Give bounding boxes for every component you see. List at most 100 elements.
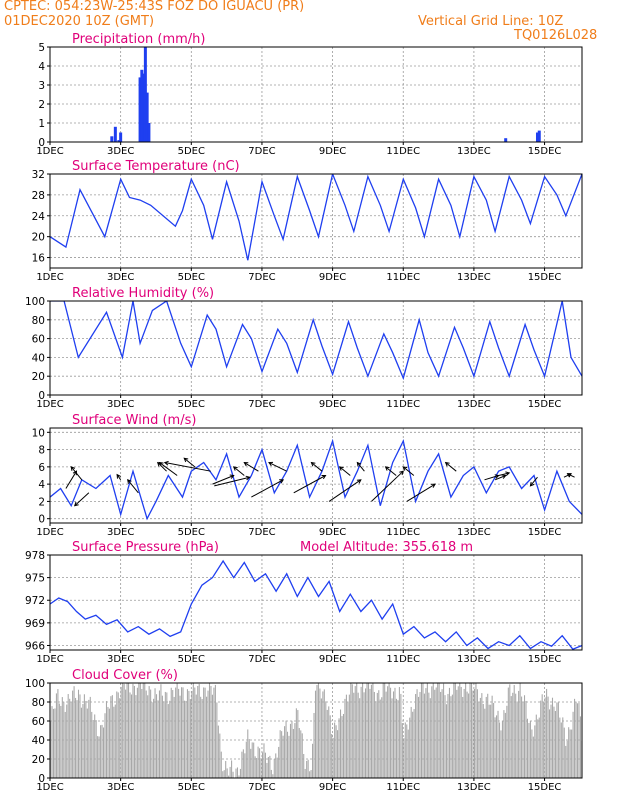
cloud-bar: [434, 689, 436, 778]
y-tick-label: 100: [25, 678, 45, 690]
cloud-bar: [403, 738, 405, 778]
cloud-bar: [111, 695, 113, 778]
cloud-bar: [420, 683, 423, 778]
cloud-bar: [67, 694, 69, 778]
x-tick-label: 5DEC: [178, 782, 205, 793]
x-tick-label: 7DEC: [248, 272, 275, 283]
y-tick-label: 40: [32, 352, 45, 364]
cloud-bar: [429, 698, 431, 778]
cloud-bar: [470, 683, 473, 778]
cloud-bar: [216, 702, 218, 778]
cloud-bar: [70, 702, 72, 778]
y-tick-label: 100: [25, 296, 45, 308]
cloud-bar: [197, 686, 199, 778]
x-tick-label: 11DEC: [386, 654, 420, 665]
cloud-bar: [557, 702, 559, 778]
cloud-bar: [519, 683, 521, 778]
cloud-bar: [178, 688, 180, 778]
cloud-bar: [132, 683, 134, 778]
panel-1: 16 20 24 28 32 1DEC 3DEC 5DEC 7DEC 9DEC 11DEC 13DEC…: [32, 159, 583, 283]
cloud-bar: [549, 709, 551, 778]
x-tick-label: 5DEC: [178, 654, 205, 665]
y-tick-label: 60: [32, 716, 45, 728]
panel-title: Surface Temperature (nC): [72, 159, 240, 174]
cloud-bar: [348, 694, 350, 778]
cloud-bar: [117, 692, 119, 778]
precip-bar: [142, 73, 146, 142]
cloud-bar: [515, 693, 517, 778]
cloud-bar: [122, 683, 124, 778]
cloud-bar: [288, 735, 290, 778]
y-tick-label: 40: [32, 735, 45, 747]
cloud-bar: [183, 700, 186, 778]
cloud-bar: [108, 708, 110, 778]
cloud-bar: [306, 760, 308, 778]
wind-arrowhead: [268, 461, 274, 467]
cloud-bar: [164, 691, 166, 778]
cloud-bar: [169, 700, 171, 778]
cloud-bar: [518, 690, 520, 778]
cloud-bar: [512, 692, 514, 778]
cloud-bar: [398, 687, 400, 778]
cloud-bar: [229, 766, 231, 778]
cloud-bar: [254, 756, 256, 778]
x-tick-label: 5DEC: [178, 399, 205, 410]
cloud-bar: [238, 775, 240, 778]
cloud-bar: [133, 685, 135, 778]
cloud-bar: [207, 690, 209, 778]
cloud-bar: [488, 704, 490, 778]
cloud-bar: [148, 686, 150, 778]
cloud-bar: [454, 683, 456, 778]
cloud-bar: [284, 726, 286, 778]
cloud-bar: [120, 686, 122, 778]
cloud-bar: [113, 706, 115, 778]
cloud-bar: [310, 770, 312, 778]
cloud-bar: [440, 691, 442, 778]
cloud-bar: [203, 687, 205, 778]
cloud-bar: [263, 743, 265, 778]
x-tick-label: 3DEC: [107, 527, 134, 538]
cloud-bar: [407, 729, 409, 778]
cloud-bar: [376, 692, 378, 778]
cloud-bar: [295, 708, 297, 778]
y-tick-label: 975: [25, 573, 45, 585]
cloud-bar: [204, 687, 206, 778]
x-tick-label: 15DEC: [528, 272, 562, 283]
cloud-bar: [457, 686, 459, 778]
cloud-bar: [426, 683, 428, 778]
cloud-bar: [445, 704, 448, 778]
cloud-bar: [226, 768, 228, 778]
x-tick-label: 5DEC: [178, 272, 205, 283]
cloud-bar: [503, 710, 505, 778]
cloud-bar: [319, 688, 321, 778]
cloud-bar: [154, 688, 156, 778]
x-tick-label: 15DEC: [528, 146, 562, 157]
precip-bar: [113, 126, 117, 142]
wind-vector: [311, 462, 323, 472]
cloud-bar: [375, 701, 377, 778]
cloud-bar: [521, 696, 523, 778]
grid-note: Vertical Grid Line: 10Z: [418, 14, 564, 29]
cloud-bar: [459, 683, 461, 778]
cloud-bar: [531, 729, 533, 778]
cloud-bar: [223, 770, 225, 778]
cloud-bar: [139, 683, 141, 778]
wind-arrowhead: [183, 457, 189, 463]
wind-vector: [268, 462, 287, 472]
cloud-bar: [404, 722, 406, 778]
cloud-bar: [211, 694, 213, 778]
cloud-bar: [256, 757, 258, 778]
cloud-bar: [556, 702, 558, 778]
cloud-bar: [105, 701, 108, 778]
cloud-bar: [356, 683, 358, 778]
cloud-bar: [574, 698, 576, 778]
wind-arrowhead: [402, 466, 408, 471]
cloud-bar: [487, 693, 489, 778]
cloud-bar: [388, 683, 390, 778]
cloud-bar: [297, 710, 299, 778]
y-tick-label: 10: [32, 427, 45, 439]
wind-vector: [65, 470, 77, 489]
cloud-bar: [507, 687, 509, 778]
cloud-bar: [173, 696, 175, 778]
